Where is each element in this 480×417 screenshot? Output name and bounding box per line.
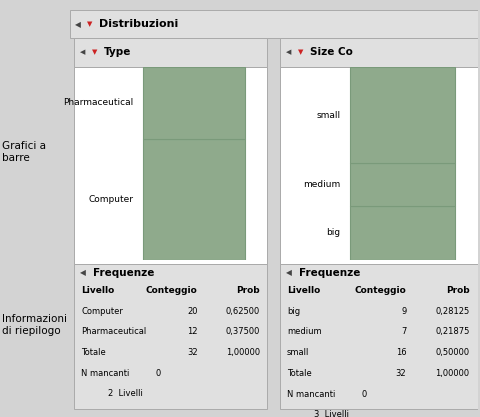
Text: big: big <box>326 228 341 237</box>
Text: ◀: ◀ <box>80 49 85 55</box>
Text: Grafici a
barre: Grafici a barre <box>2 141 47 163</box>
Text: Livello: Livello <box>81 286 114 294</box>
Text: Prob: Prob <box>236 286 260 294</box>
Text: 0,62500: 0,62500 <box>226 306 260 316</box>
Text: 0,28125: 0,28125 <box>435 306 470 316</box>
Text: 7: 7 <box>401 327 407 337</box>
Text: ▼: ▼ <box>87 21 92 27</box>
Text: Computer: Computer <box>81 306 123 316</box>
Text: small: small <box>287 348 310 357</box>
Bar <box>73 264 267 409</box>
Text: Pharmaceutical: Pharmaceutical <box>63 98 133 108</box>
Text: Size Co: Size Co <box>310 47 353 57</box>
Text: Conteggio: Conteggio <box>355 286 407 294</box>
Bar <box>280 67 478 264</box>
Text: N mancanti: N mancanti <box>81 369 130 378</box>
Text: Totale: Totale <box>81 348 106 357</box>
Text: ◀: ◀ <box>286 268 292 277</box>
Text: medium: medium <box>303 180 341 189</box>
Bar <box>350 163 455 206</box>
Text: 0,37500: 0,37500 <box>225 327 260 337</box>
Text: Type: Type <box>104 47 132 57</box>
Text: ◀: ◀ <box>286 49 291 55</box>
Text: 0,21875: 0,21875 <box>435 327 470 337</box>
Text: 9: 9 <box>401 306 407 316</box>
Text: 0: 0 <box>361 390 367 399</box>
Text: 3  Livelli: 3 Livelli <box>314 409 349 417</box>
Text: big: big <box>287 306 300 316</box>
Text: 16: 16 <box>396 348 407 357</box>
Text: ◀: ◀ <box>80 268 85 277</box>
Text: 32: 32 <box>396 369 407 378</box>
Text: 32: 32 <box>187 348 198 357</box>
Bar <box>280 38 478 67</box>
Bar <box>350 206 455 260</box>
Bar <box>143 139 245 260</box>
Text: ▼: ▼ <box>298 49 303 55</box>
Text: Prob: Prob <box>446 286 470 294</box>
Text: 0,50000: 0,50000 <box>435 348 470 357</box>
Text: Informazioni
di riepilogo: Informazioni di riepilogo <box>2 314 67 336</box>
Text: Totale: Totale <box>287 369 312 378</box>
Text: 12: 12 <box>187 327 198 337</box>
Text: Livello: Livello <box>287 286 320 294</box>
Text: 0: 0 <box>156 369 160 378</box>
Text: Computer: Computer <box>88 195 133 204</box>
Text: N mancanti: N mancanti <box>287 390 336 399</box>
Text: Frequenze: Frequenze <box>300 268 360 278</box>
Text: Pharmaceutical: Pharmaceutical <box>81 327 146 337</box>
Bar <box>73 38 267 67</box>
Bar <box>280 264 478 409</box>
Text: Distribuzioni: Distribuzioni <box>99 19 178 29</box>
Text: Conteggio: Conteggio <box>146 286 198 294</box>
Bar <box>143 67 245 139</box>
Text: Frequenze: Frequenze <box>93 268 155 278</box>
Text: 20: 20 <box>187 306 198 316</box>
Text: small: small <box>317 111 341 120</box>
Bar <box>73 67 267 264</box>
Text: medium: medium <box>287 327 322 337</box>
Text: 2  Livelli: 2 Livelli <box>108 389 143 398</box>
Bar <box>350 67 455 163</box>
Text: 1,00000: 1,00000 <box>226 348 260 357</box>
Text: ◀: ◀ <box>74 20 80 29</box>
Text: ▼: ▼ <box>92 49 97 55</box>
Bar <box>70 10 478 38</box>
Text: 1,00000: 1,00000 <box>435 369 470 378</box>
